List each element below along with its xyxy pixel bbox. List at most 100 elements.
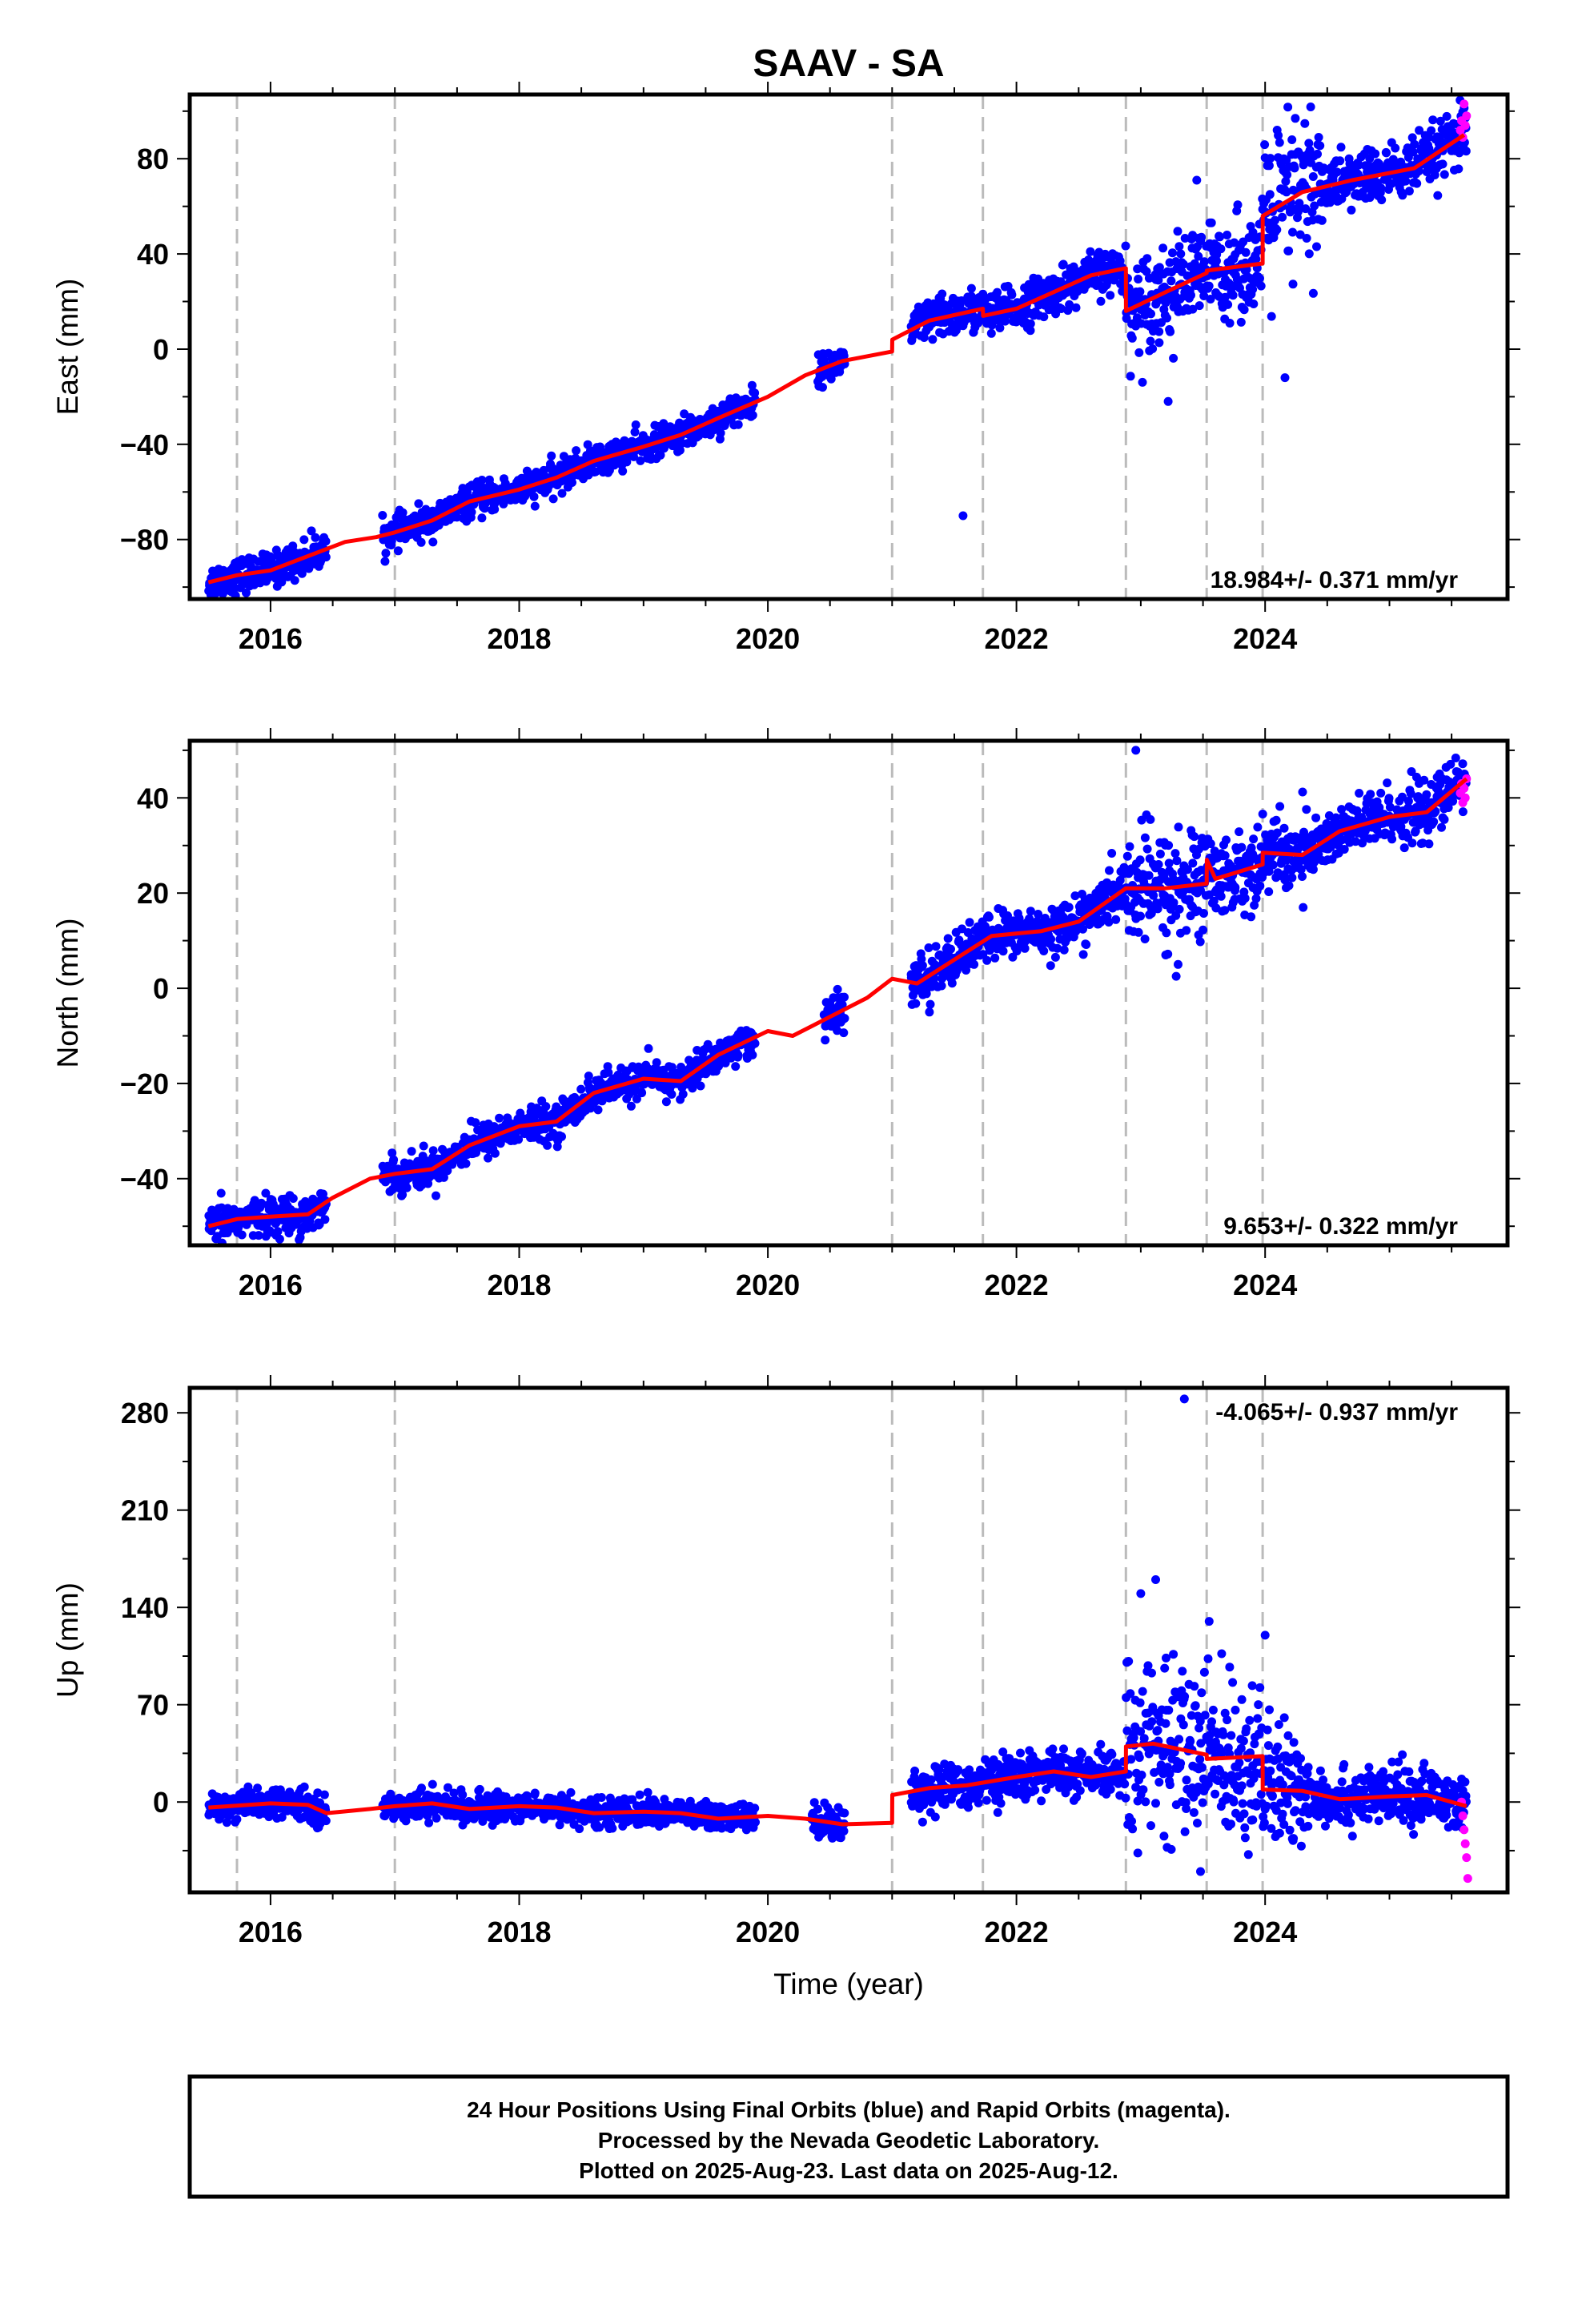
y-tick-label: −40 — [120, 428, 169, 461]
data-point — [1274, 131, 1283, 140]
data-point — [1248, 284, 1258, 294]
data-point — [529, 492, 539, 501]
data-point — [1174, 822, 1183, 832]
outlier-point — [1161, 951, 1170, 959]
data-point — [1133, 264, 1142, 274]
data-point — [1206, 295, 1215, 304]
data-point — [407, 1147, 416, 1156]
data-point — [839, 351, 849, 360]
outlier-point — [1131, 746, 1141, 755]
data-point — [1264, 161, 1274, 171]
data-point — [1086, 247, 1095, 256]
data-point — [1057, 304, 1066, 313]
data-point — [237, 1230, 247, 1240]
x-tick-label: 2024 — [1233, 1269, 1297, 1301]
data-point — [1311, 813, 1321, 822]
data-point — [1166, 327, 1175, 336]
data-point — [1424, 839, 1434, 849]
data-point — [1082, 940, 1091, 949]
x-tick-label: 2024 — [1233, 622, 1297, 655]
data-point — [1236, 317, 1246, 327]
rapid-point — [1460, 783, 1469, 793]
data-point — [576, 1084, 586, 1094]
data-point — [1164, 858, 1174, 868]
rapid-point — [1460, 99, 1469, 109]
data-point — [584, 1072, 593, 1081]
data-point — [1249, 300, 1259, 308]
data-point — [1158, 243, 1168, 253]
data-point — [547, 451, 556, 460]
data-point — [1442, 111, 1452, 121]
data-point — [1287, 135, 1297, 144]
data-point — [1264, 866, 1274, 876]
y-tick-label: 0 — [153, 333, 169, 366]
data-point — [484, 1153, 492, 1163]
data-point — [398, 1190, 408, 1200]
x-tick-label: 2018 — [487, 622, 551, 655]
data-point — [1195, 937, 1205, 947]
data-point — [644, 1043, 653, 1053]
data-point — [1446, 759, 1456, 769]
data-point — [840, 1014, 849, 1023]
data-point — [1419, 775, 1429, 785]
data-point — [321, 1816, 331, 1826]
data-point — [1107, 849, 1117, 858]
data-point — [675, 445, 685, 455]
data-point — [1278, 212, 1287, 222]
data-point — [636, 456, 645, 465]
data-point — [1070, 891, 1080, 901]
data-point — [990, 953, 1000, 963]
data-point — [1313, 149, 1322, 159]
y-tick-label: 40 — [137, 238, 169, 271]
data-point — [490, 505, 500, 514]
data-point — [1170, 849, 1180, 858]
data-point — [428, 1779, 437, 1789]
data-point — [232, 1815, 242, 1824]
x-tick-label: 2020 — [736, 622, 800, 655]
data-point — [1439, 170, 1449, 179]
data-point — [1078, 950, 1088, 959]
data-point — [1382, 148, 1391, 158]
data-point — [1290, 163, 1299, 173]
data-point — [1302, 805, 1311, 814]
data-point — [530, 501, 540, 511]
data-point — [1438, 159, 1447, 169]
data-point — [1154, 263, 1164, 272]
data-point — [1053, 943, 1062, 953]
data-point — [1358, 838, 1367, 848]
data-point — [1169, 353, 1178, 363]
data-point — [1260, 140, 1270, 150]
data-point — [748, 411, 757, 420]
data-point — [557, 489, 567, 498]
data-point — [1267, 312, 1276, 321]
data-point — [1304, 139, 1314, 148]
data-point — [995, 324, 1005, 332]
data-point — [1265, 190, 1275, 199]
data-point — [1209, 896, 1219, 906]
data-point — [378, 511, 387, 520]
data-point — [1281, 177, 1291, 186]
data-point — [1125, 842, 1134, 851]
rapid-point — [1460, 793, 1470, 802]
data-point — [1451, 754, 1460, 762]
data-point — [297, 569, 307, 578]
data-point — [557, 1132, 566, 1141]
outlier-point — [925, 1007, 934, 1017]
data-point — [595, 1823, 604, 1832]
data-point — [432, 1191, 440, 1200]
data-point — [393, 546, 403, 556]
data-point — [1050, 952, 1060, 962]
data-point — [288, 1194, 298, 1203]
data-point — [1039, 947, 1049, 955]
data-point — [1026, 326, 1035, 336]
data-point — [311, 533, 320, 542]
y-tick-label: 0 — [153, 972, 169, 1005]
data-point — [911, 999, 921, 1008]
data-point — [1190, 832, 1199, 842]
data-point — [1138, 377, 1147, 387]
data-point — [1407, 133, 1417, 143]
outlier-point — [958, 511, 968, 521]
data-point — [1186, 291, 1195, 300]
data-point — [1412, 179, 1422, 188]
data-point — [924, 943, 934, 952]
